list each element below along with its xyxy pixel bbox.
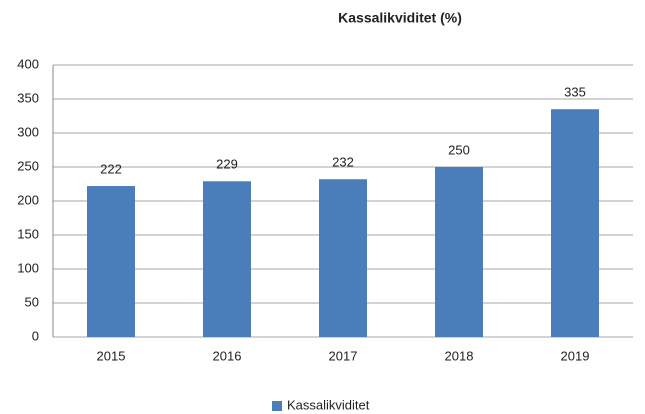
legend-label: Kassalikviditet [287,397,370,412]
data-label: 250 [448,142,470,157]
y-tick-label: 250 [17,158,39,173]
y-tick-label: 200 [17,192,39,207]
x-tick-label: 2018 [445,348,474,363]
y-tick-label: 150 [17,226,39,241]
y-tick-label: 300 [17,124,39,139]
bar [551,109,599,337]
x-tick-label: 2016 [213,348,242,363]
y-tick-label: 100 [17,260,39,275]
data-label: 232 [332,155,354,170]
bar [319,179,367,337]
data-label: 229 [216,157,238,172]
x-tick-label: 2019 [561,348,590,363]
y-tick-label: 350 [17,90,39,105]
x-tick-label: 2017 [329,348,358,363]
x-tick-label: 2015 [97,348,126,363]
data-label: 335 [564,85,586,100]
bar [87,186,135,337]
chart-title: Kassalikviditet (%) [338,10,462,26]
y-tick-label: 400 [17,56,39,71]
y-tick-label: 50 [25,294,39,309]
legend-swatch [272,401,282,411]
y-tick-label: 0 [32,328,39,343]
data-label: 222 [100,161,122,176]
bar [435,167,483,337]
bar [203,181,251,337]
